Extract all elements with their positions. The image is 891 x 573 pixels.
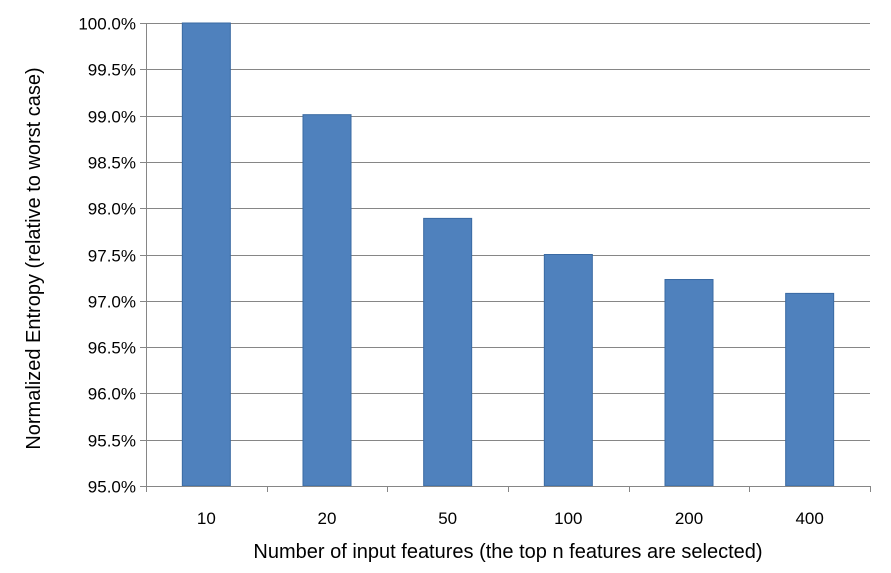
y-tick-label: 95.5% (88, 432, 136, 451)
bar-400 (785, 292, 835, 487)
x-tick-label: 20 (318, 509, 337, 528)
x-tick-label: 100 (554, 509, 582, 528)
y-tick-label: 97.5% (88, 247, 136, 266)
y-tick-label: 95.0% (88, 478, 136, 497)
bar-20 (302, 114, 352, 487)
y-tick-labels: 95.0% 95.5% 96.0% 96.5% 97.0% 97.5% 98.0% 98.5%… (78, 15, 136, 497)
gridlines (146, 23, 870, 441)
bars (181, 22, 835, 487)
y-tick-label: 100.0% (78, 15, 136, 34)
y-tick-label: 99.5% (88, 61, 136, 80)
bar-100 (543, 254, 593, 487)
y-tick-label: 98.5% (88, 154, 136, 173)
y-tick-label: 97.0% (88, 293, 136, 312)
axes (140, 23, 871, 492)
y-tick-label: 98.0% (88, 200, 136, 219)
bar-200 (664, 279, 714, 487)
x-tick-label: 400 (795, 509, 823, 528)
bar-10 (181, 22, 231, 487)
y-tick-label: 99.0% (88, 108, 136, 127)
x-axis-title: Number of input features (the top n feat… (253, 541, 762, 563)
y-tick-label: 96.5% (88, 339, 136, 358)
x-tick-label: 50 (438, 509, 457, 528)
x-tick-label: 200 (675, 509, 703, 528)
y-axis-title: Normalized Entropy (relative to worst ca… (23, 67, 45, 449)
x-tick-labels: 10 20 50 100 200 400 (197, 509, 824, 528)
x-tick-label: 10 (197, 509, 216, 528)
y-tick-label: 96.0% (88, 385, 136, 404)
bar-50 (423, 217, 473, 487)
